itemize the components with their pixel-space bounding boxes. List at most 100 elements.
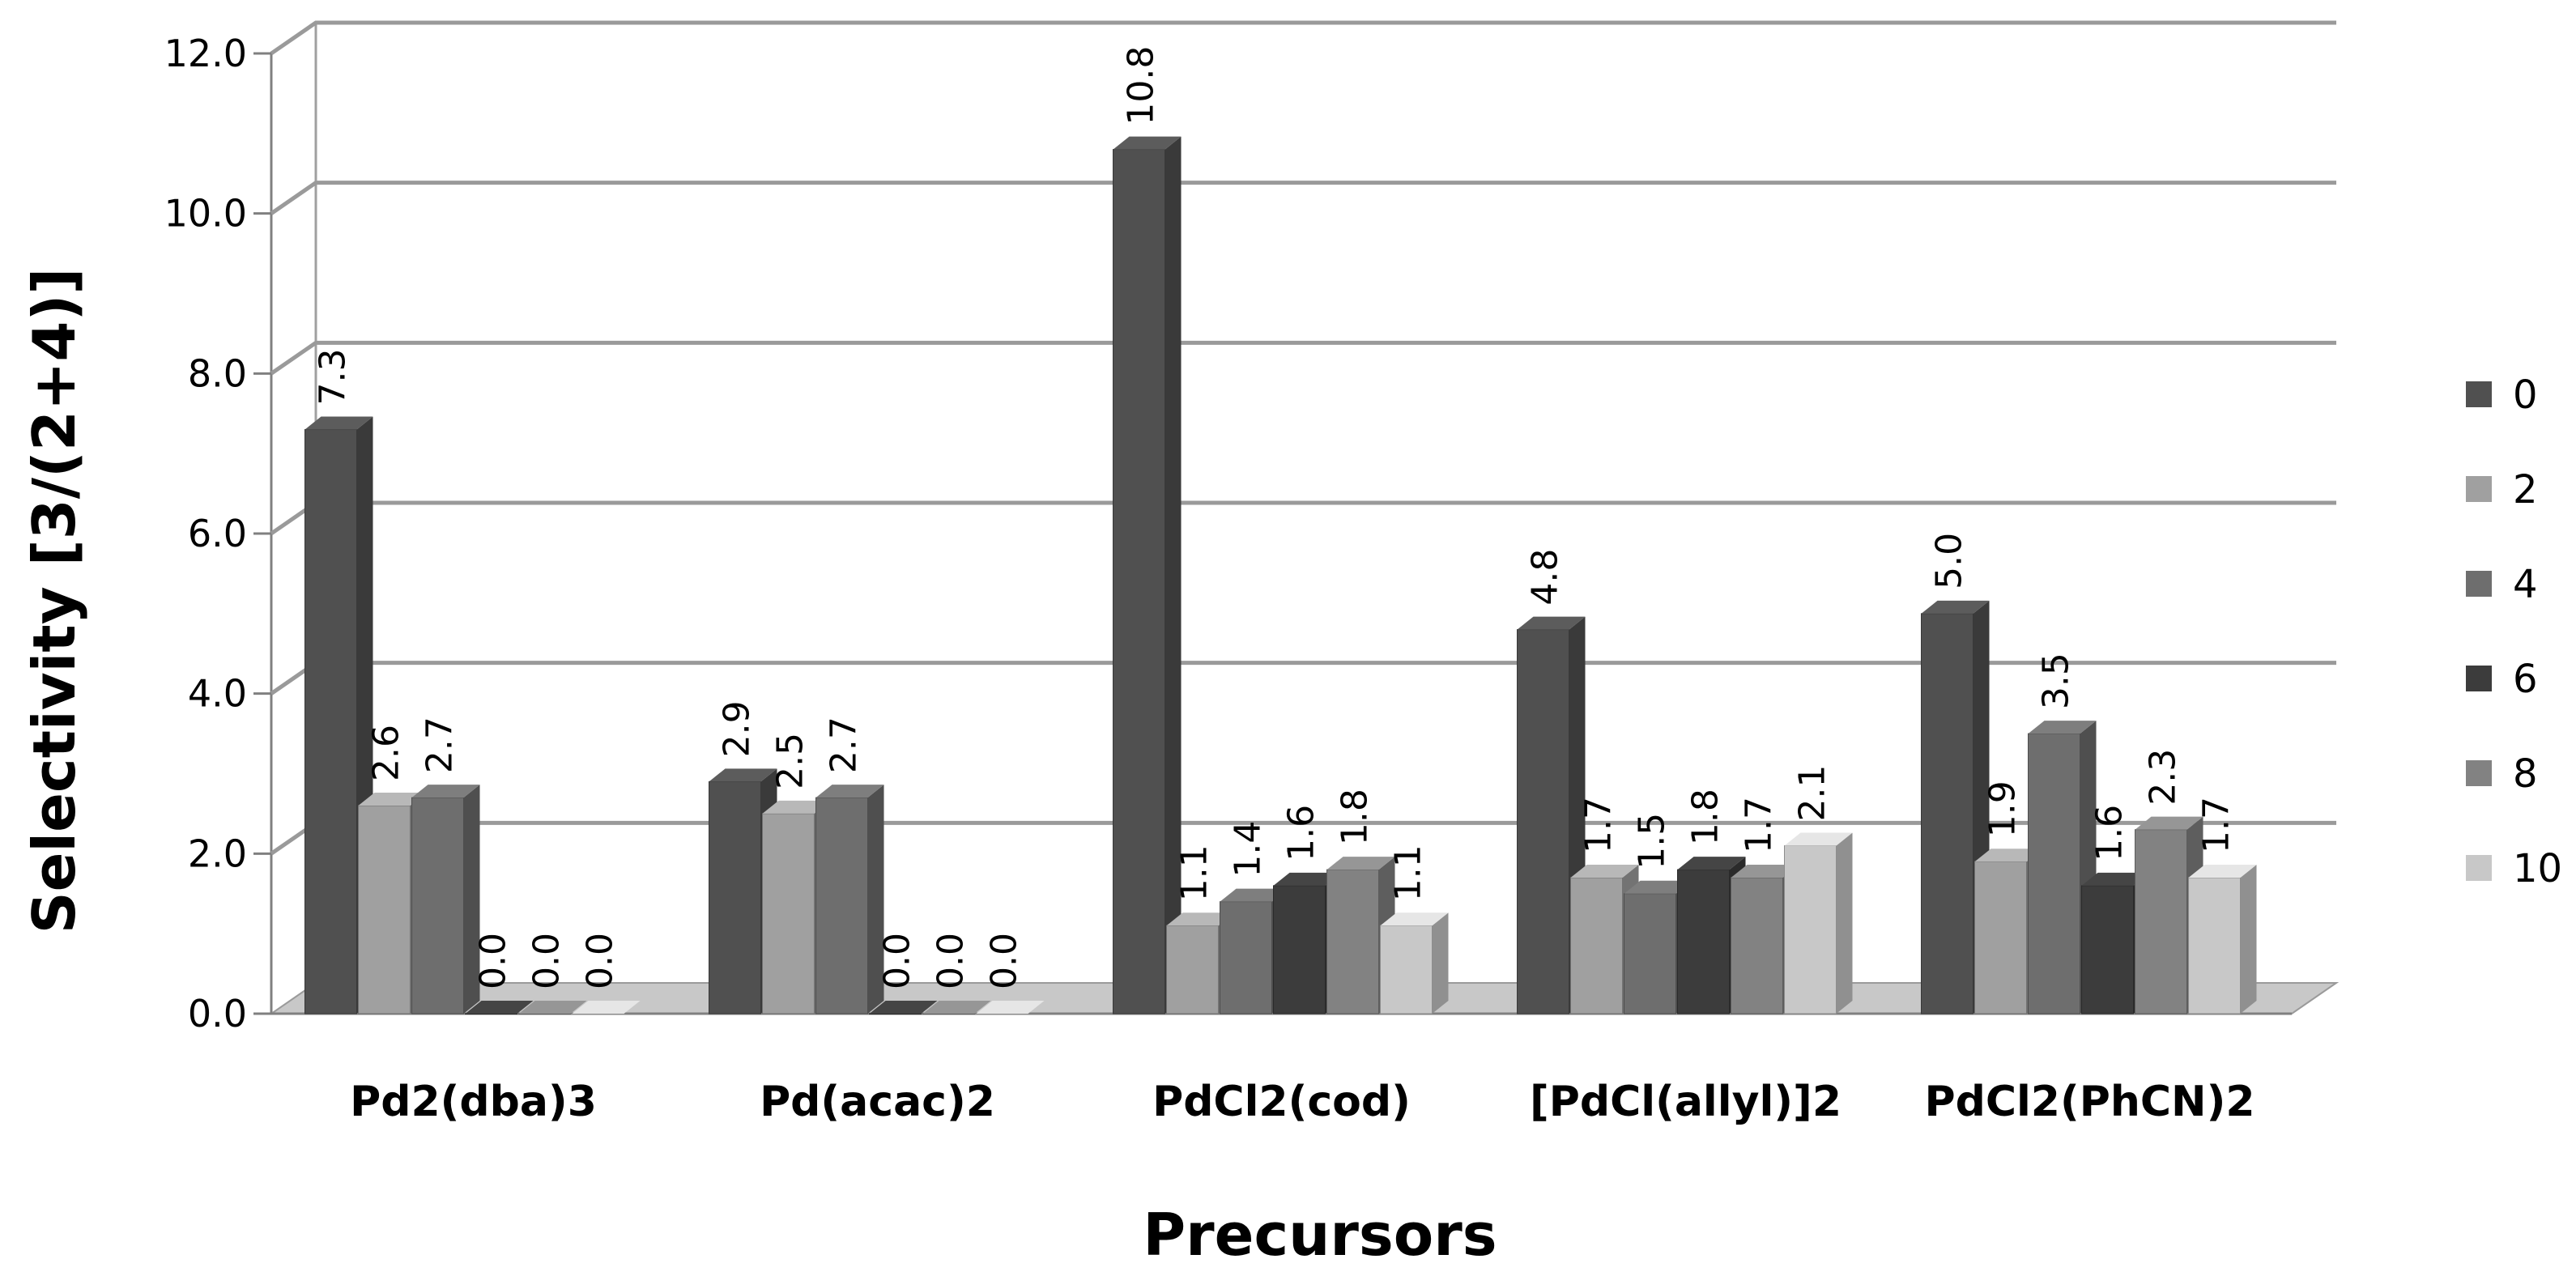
data-label: 1.1 <box>1388 844 1429 901</box>
bar <box>1677 869 1730 1014</box>
bar-top <box>815 785 884 798</box>
bar <box>815 797 868 1014</box>
bar-top <box>2188 864 2257 878</box>
data-label: 1.7 <box>1578 797 1620 853</box>
bar-top <box>1113 136 1182 150</box>
bar-side <box>2240 864 2257 1014</box>
bar-top <box>2081 872 2150 886</box>
data-label: 1.1 <box>1174 844 1216 901</box>
data-label: 1.8 <box>1685 789 1727 845</box>
bar-top <box>1517 616 1586 630</box>
bar-top <box>1273 872 1342 886</box>
bar-top <box>1624 880 1692 894</box>
legend-swatch <box>2466 476 2492 502</box>
data-label: 1.6 <box>1281 805 1322 861</box>
bar-top <box>465 1001 534 1014</box>
bar <box>2081 885 2134 1014</box>
bar <box>2135 829 2187 1014</box>
legend-swatch <box>2466 571 2492 597</box>
bar <box>1326 869 1379 1014</box>
x-category-label: [PdCl(allyl)]2 <box>1530 1078 1842 1126</box>
gridline <box>270 340 2336 376</box>
data-label: 1.7 <box>2196 797 2238 853</box>
bar-top <box>922 1001 991 1014</box>
x-category-label: Pd(acac)2 <box>760 1078 995 1126</box>
bar <box>1380 925 1433 1014</box>
y-tick-label: 6.0 <box>188 512 247 555</box>
x-category-label: PdCl2(cod) <box>1152 1078 1411 1126</box>
y-tick-label: 4.0 <box>188 672 247 716</box>
x-axis-title: Precursors <box>1143 1201 1497 1269</box>
y-tick-label: 12.0 <box>164 32 247 75</box>
bar <box>1624 893 1676 1014</box>
bar-top <box>572 1001 641 1014</box>
bar <box>1517 629 1569 1014</box>
bar <box>2028 733 2080 1014</box>
legend-label: 2 <box>2513 467 2538 513</box>
bar-top <box>1974 849 2043 862</box>
data-label: 0.0 <box>473 933 514 989</box>
bar <box>1784 844 1837 1014</box>
bar <box>1113 149 1165 1014</box>
data-label: 7.3 <box>313 349 354 406</box>
legend-swatch <box>2466 666 2492 691</box>
legend: 0 2 4 6 8 10 <box>2466 372 2562 891</box>
legend-label: 10 <box>2513 846 2562 891</box>
data-label: 3.5 <box>2036 653 2077 709</box>
bar <box>411 797 464 1014</box>
bar <box>1220 901 1272 1014</box>
bar <box>1570 877 1623 1014</box>
bar-top <box>1784 832 1853 846</box>
bar <box>709 780 761 1014</box>
data-label: 1.9 <box>1982 780 2024 837</box>
bar <box>2188 877 2241 1014</box>
bar-top <box>1731 864 1799 878</box>
x-axis-categories: Pd2(dba)3 Pd(acac)2 PdCl2(cod) [PdCl(allyl)… <box>350 1078 2255 1126</box>
data-label: 0.0 <box>930 933 972 989</box>
data-label: 2.7 <box>824 717 865 773</box>
bar-top <box>869 1001 938 1014</box>
bar-side <box>463 785 480 1014</box>
y-tick-label: 8.0 <box>188 351 247 395</box>
bar <box>1273 885 1326 1014</box>
gridline <box>270 181 2336 215</box>
y-tick-label: 0.0 <box>188 992 247 1036</box>
bar-side <box>1165 136 1182 1014</box>
data-label: 5.0 <box>1929 533 1970 589</box>
gridline <box>270 20 2336 56</box>
bar-side <box>1432 912 1449 1014</box>
data-label: 10.8 <box>1121 46 1162 125</box>
bar-top <box>518 1001 587 1014</box>
legend-label: 8 <box>2513 751 2538 797</box>
legend-swatch <box>2466 381 2492 407</box>
legend-label: 0 <box>2513 372 2538 418</box>
bar-top <box>2135 816 2203 830</box>
data-label: 0.0 <box>526 933 568 989</box>
data-labels: 7.3 2.6 2.7 0.0 0.0 0.0 2.9 2.5 2.7 0.0 0.0 0.0 10.8… <box>313 46 2238 989</box>
data-label: 2.6 <box>366 725 407 781</box>
bar <box>1974 861 2027 1014</box>
bar-top <box>762 800 831 814</box>
bar-top <box>304 416 373 430</box>
data-label: 2.5 <box>770 733 811 789</box>
data-label: 1.5 <box>1632 813 1673 870</box>
bar <box>358 805 411 1014</box>
data-label: 1.7 <box>1739 797 1780 853</box>
data-label: 0.0 <box>984 933 1025 989</box>
bar <box>304 429 357 1014</box>
bar-top <box>1380 912 1449 926</box>
data-label: 1.8 <box>1335 789 1376 845</box>
legend-label: 4 <box>2513 562 2538 607</box>
data-label: 2.3 <box>2143 749 2184 806</box>
data-label: 2.1 <box>1792 764 1833 821</box>
bar-top <box>1921 600 1990 614</box>
y-axis-ticks: 0.0 2.0 4.0 6.0 8.0 10.0 12.0 <box>164 32 271 1036</box>
data-label: 0.0 <box>877 933 918 989</box>
bar <box>1921 613 1974 1014</box>
data-label: 0.0 <box>580 933 621 989</box>
bars <box>304 136 2257 1014</box>
data-label: 1.6 <box>2089 805 2131 861</box>
bar-top <box>1166 912 1235 926</box>
